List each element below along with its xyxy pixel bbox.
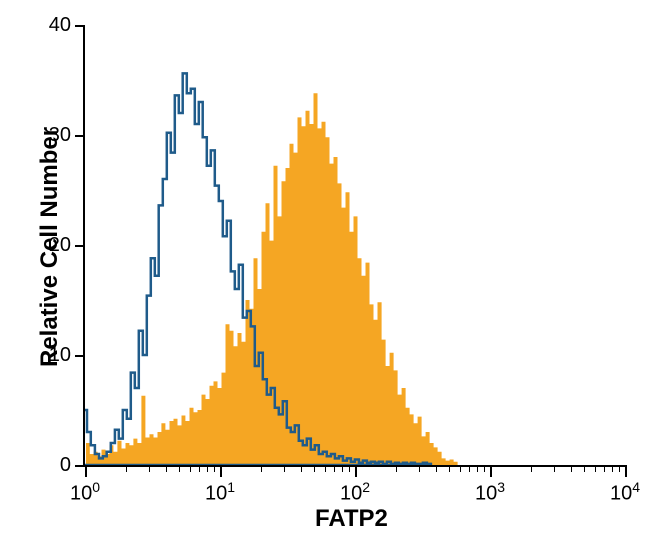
histogram-stained: [86, 93, 458, 465]
histogram-svg: [0, 0, 650, 560]
y-axis: [83, 25, 85, 465]
x-axis: [85, 465, 625, 467]
flow-cytometry-histogram: Relative Cell Number FATP2 0102030401001…: [0, 0, 650, 560]
